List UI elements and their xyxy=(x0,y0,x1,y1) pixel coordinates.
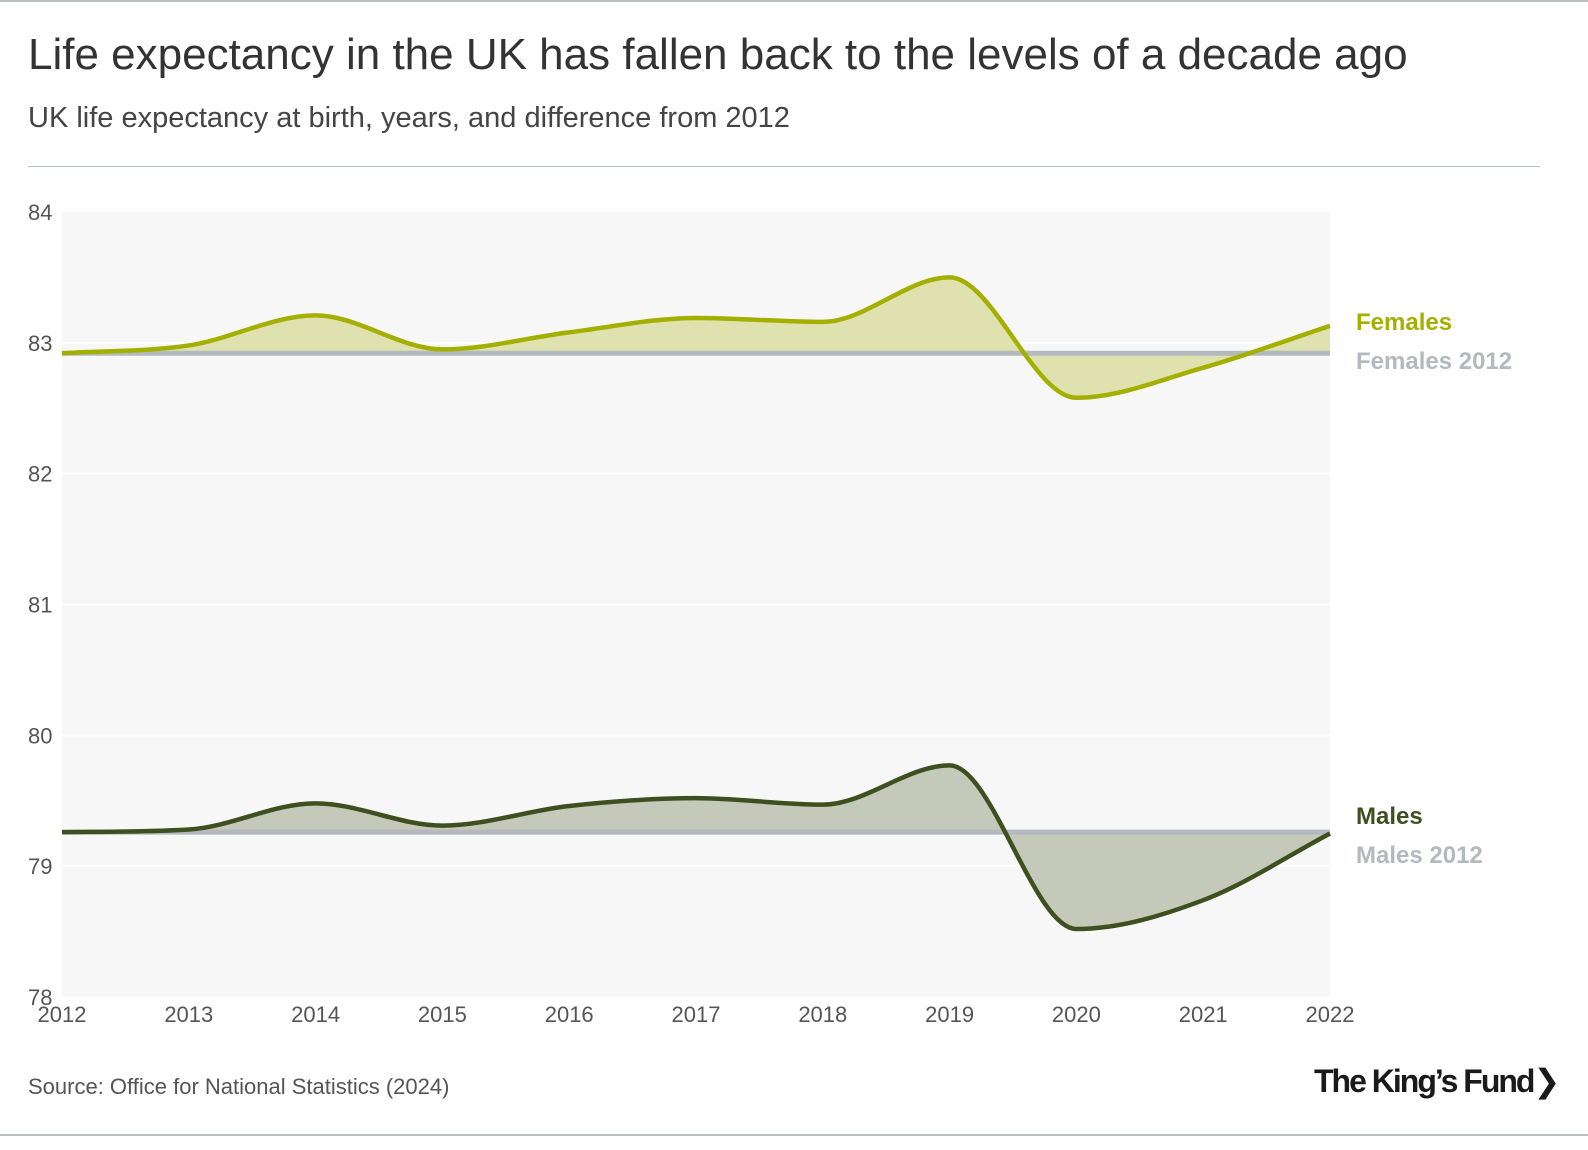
area-females xyxy=(62,277,1330,398)
y-tick-label: 79 xyxy=(28,854,52,879)
area-males xyxy=(62,765,1330,929)
baseline-label: Females 2012 xyxy=(1356,348,1512,375)
y-tick-label: 82 xyxy=(28,462,52,487)
x-tick-label: 2021 xyxy=(1179,1002,1228,1027)
x-tick-label: 2020 xyxy=(1052,1002,1101,1027)
y-tick-label: 80 xyxy=(28,723,52,748)
source-note: Source: Office for National Statistics (… xyxy=(28,1074,450,1099)
x-tick-label: 2018 xyxy=(798,1002,847,1027)
line-males xyxy=(61,763,1332,932)
x-tick-label: 2012 xyxy=(38,1002,87,1027)
x-tick-label: 2015 xyxy=(418,1002,467,1027)
divider xyxy=(28,166,1540,167)
x-tick-label: 2016 xyxy=(545,1002,594,1027)
y-tick-label: 81 xyxy=(28,593,52,618)
y-tick-label: 83 xyxy=(28,331,52,356)
legend-label: Males xyxy=(1356,803,1423,830)
x-tick-label: 2014 xyxy=(291,1002,340,1027)
kings-fund-logo: The King’s Fund❯ xyxy=(1314,1063,1560,1099)
chart-subtitle: UK life expectancy at birth, years, and … xyxy=(28,102,790,134)
line-females xyxy=(61,275,1331,401)
x-tick-label: 2022 xyxy=(1306,1002,1355,1027)
y-tick-label: 84 xyxy=(28,200,52,225)
x-tick-label: 2019 xyxy=(925,1002,974,1027)
baseline-label: Males 2012 xyxy=(1356,842,1483,869)
chart-title: Life expectancy in the UK has fallen bac… xyxy=(28,30,1408,79)
y-tick-label: 78 xyxy=(28,985,52,1010)
top-border xyxy=(0,0,1588,2)
legend-label: Females xyxy=(1356,309,1452,336)
x-tick-label: 2013 xyxy=(164,1002,213,1027)
bottom-border xyxy=(0,1134,1588,1136)
x-tick-label: 2017 xyxy=(672,1002,721,1027)
